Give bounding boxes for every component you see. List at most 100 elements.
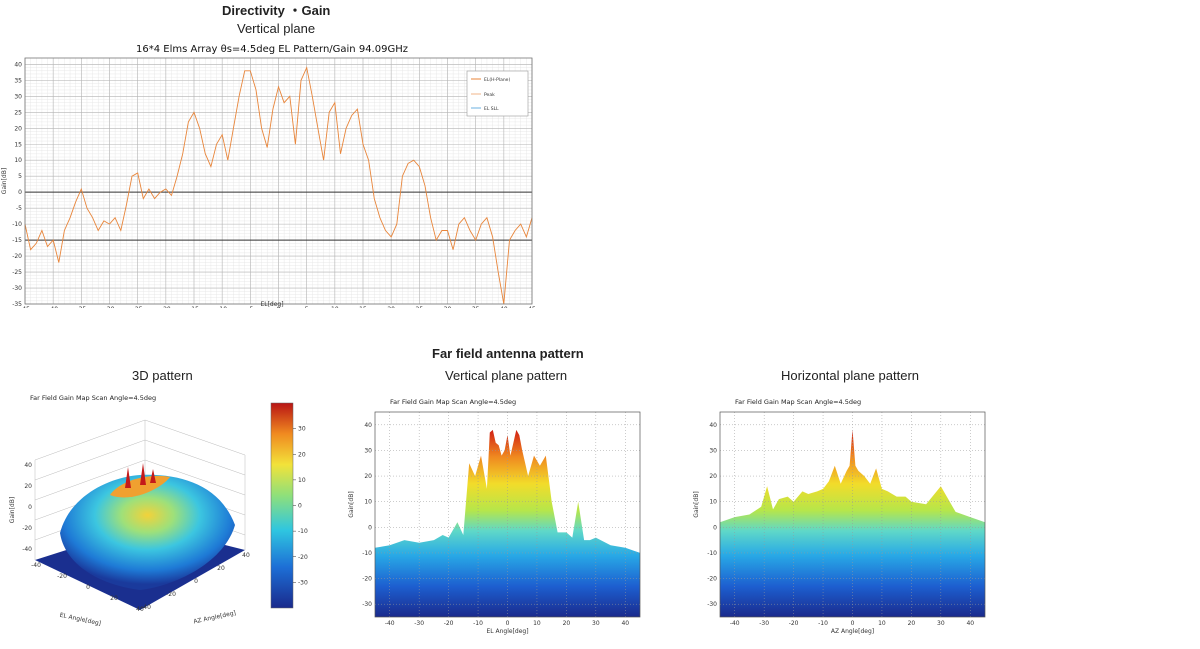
y-tick-label: 0 bbox=[713, 524, 717, 531]
x-tick-label: -35 bbox=[76, 306, 86, 308]
el-pattern-chart: 16*4 Elms Array θs=4.5deg EL Pattern/Gai… bbox=[1, 44, 536, 308]
x-axis-label: AZ Angle[deg] bbox=[831, 628, 874, 635]
z-tick-label: 0 bbox=[28, 504, 32, 511]
x-tick-label: -10 bbox=[818, 620, 828, 627]
chart-title: Far Field Gain Map Scan Angle=4.5deg bbox=[30, 394, 156, 402]
surface-peak-spikes bbox=[125, 463, 156, 488]
plot-frame bbox=[719, 411, 986, 618]
colorbar-tick-label: 30 bbox=[298, 426, 306, 433]
y-tick-label: -10 bbox=[12, 221, 22, 228]
plot-frame bbox=[24, 57, 533, 305]
x-tick-label: 0 bbox=[851, 620, 855, 627]
surface-mound bbox=[60, 474, 235, 590]
y-tick-labels: -35 -30 -25 -20 -15 -10 -5 0 5 10 15 20 25 30 35 40 bbox=[12, 61, 22, 308]
z-axis-label: Gain[dB] bbox=[9, 497, 16, 523]
az-tick-label: 20 bbox=[217, 565, 225, 572]
x-tick-label: 30 bbox=[592, 620, 600, 627]
legend: EL(H-Plane) Peak EL SLL bbox=[466, 70, 529, 117]
az-tick-labels: 40 20 0 -20 -40 bbox=[141, 552, 250, 611]
chart-title: 16*4 Elms Array θs=4.5deg EL Pattern/Gai… bbox=[136, 44, 408, 55]
x-tick-label: -40 bbox=[730, 620, 740, 627]
x-tick-label: -30 bbox=[759, 620, 769, 627]
el-tick-label: -40 bbox=[31, 562, 41, 569]
y-tick-label: -25 bbox=[12, 269, 22, 276]
x-tick-label: 20 bbox=[908, 620, 916, 627]
x-tick-label: 35 bbox=[472, 306, 480, 308]
az-tick-label: 40 bbox=[242, 552, 250, 559]
y-tick-label: 0 bbox=[18, 189, 22, 196]
y-tick-label: 30 bbox=[709, 447, 717, 454]
y-tick-label: 10 bbox=[364, 499, 372, 506]
y-tick-label: 10 bbox=[709, 499, 717, 506]
y-tick-label: 40 bbox=[709, 422, 717, 429]
y-axis-label: Gain[dB] bbox=[693, 491, 700, 517]
x-tick-label: 10 bbox=[878, 620, 886, 627]
pattern-3d-chart: Far Field Gain Map Scan Angle=4.5deg 40 2… bbox=[9, 394, 308, 627]
x-tick-label: 40 bbox=[500, 306, 508, 308]
y-tick-label: -10 bbox=[707, 550, 717, 557]
y-tick-label: 5 bbox=[18, 173, 22, 180]
reference-lines bbox=[25, 191, 532, 241]
x-tick-label: -15 bbox=[189, 306, 199, 308]
y-tick-label: 25 bbox=[14, 109, 22, 116]
y-tick-label: -30 bbox=[12, 285, 22, 292]
y-tick-label: -10 bbox=[362, 550, 372, 557]
legend-entry: EL(H-Plane) bbox=[484, 77, 510, 83]
colorbar-tick-label: -30 bbox=[298, 579, 308, 586]
x-tick-label: 25 bbox=[416, 306, 424, 308]
x-axis-label: EL Angle[deg] bbox=[486, 628, 528, 635]
y-tick-label: 15 bbox=[14, 141, 22, 148]
el-tick-label: 0 bbox=[86, 584, 90, 591]
y-tick-label: 20 bbox=[14, 125, 22, 132]
legend-entry: Peak bbox=[484, 92, 495, 98]
z-tick-label: -20 bbox=[22, 525, 32, 532]
series-line bbox=[24, 66, 533, 305]
y-tick-label: 0 bbox=[368, 524, 372, 531]
x-tick-label: 15 bbox=[359, 306, 367, 308]
y-tick-label: -5 bbox=[16, 205, 22, 212]
y-axis-label: Gain[dB] bbox=[348, 491, 355, 517]
az-tick-label: 0 bbox=[194, 578, 198, 585]
el-tick-labels: -40 -20 0 20 40 bbox=[31, 562, 144, 613]
x-tick-label: -30 bbox=[105, 306, 115, 308]
horizontal-plane-pattern-chart: Far Field Gain Map Scan Angle=4.5deg -30… bbox=[693, 398, 986, 635]
series-lines bbox=[24, 66, 533, 305]
az-tick-label: -20 bbox=[166, 591, 176, 598]
x-tick-label: 30 bbox=[444, 306, 452, 308]
x-tick-label: 20 bbox=[387, 306, 395, 308]
z-tick-label: -40 bbox=[22, 546, 32, 553]
plot-frame bbox=[374, 411, 641, 618]
x-tick-label: -20 bbox=[444, 620, 454, 627]
y-tick-label: -35 bbox=[12, 301, 22, 308]
y-axis-label: Gain[dB] bbox=[1, 168, 8, 194]
chart-title: Far Field Gain Map Scan Angle=4.5deg bbox=[390, 398, 516, 406]
x-tick-label: 40 bbox=[621, 620, 629, 627]
y-tick-label: 30 bbox=[364, 447, 372, 454]
x-tick-label: -30 bbox=[414, 620, 424, 627]
z-tick-labels: 40 20 0 -20 -40 bbox=[22, 462, 32, 553]
y-tick-label: 30 bbox=[14, 93, 22, 100]
x-tick-label: 0 bbox=[506, 620, 510, 627]
colorbar-tick-label: -20 bbox=[298, 554, 308, 561]
x-tick-label: -10 bbox=[217, 306, 227, 308]
vertical-pattern-heading: Vertical plane pattern bbox=[445, 368, 568, 383]
y-tick-label: 20 bbox=[364, 473, 372, 480]
el-tick-label: 40 bbox=[136, 606, 144, 613]
y-tick-label: -20 bbox=[362, 576, 372, 583]
z-tick-label: 40 bbox=[24, 462, 32, 469]
x-tick-label: 30 bbox=[937, 620, 945, 627]
y-tick-label: -30 bbox=[707, 601, 717, 608]
y-tick-label: 35 bbox=[14, 77, 22, 84]
el-tick-label: 20 bbox=[110, 595, 118, 602]
directivity-heading: Directivity ・Gain bbox=[222, 3, 331, 18]
x-tick-label: -40 bbox=[48, 306, 58, 308]
x-tick-label: 20 bbox=[563, 620, 571, 627]
x-tick-label: 45 bbox=[528, 306, 536, 308]
x-tick-label: -10 bbox=[473, 620, 483, 627]
horizontal-pattern-heading: Horizontal plane pattern bbox=[781, 368, 920, 383]
x-tick-label: 0 bbox=[277, 306, 281, 308]
x-tick-label: 40 bbox=[966, 620, 974, 627]
pattern-3d-heading: 3D pattern bbox=[132, 368, 193, 383]
colorbar-tick-label: 0 bbox=[298, 503, 302, 510]
x-tick-label: -40 bbox=[385, 620, 395, 627]
